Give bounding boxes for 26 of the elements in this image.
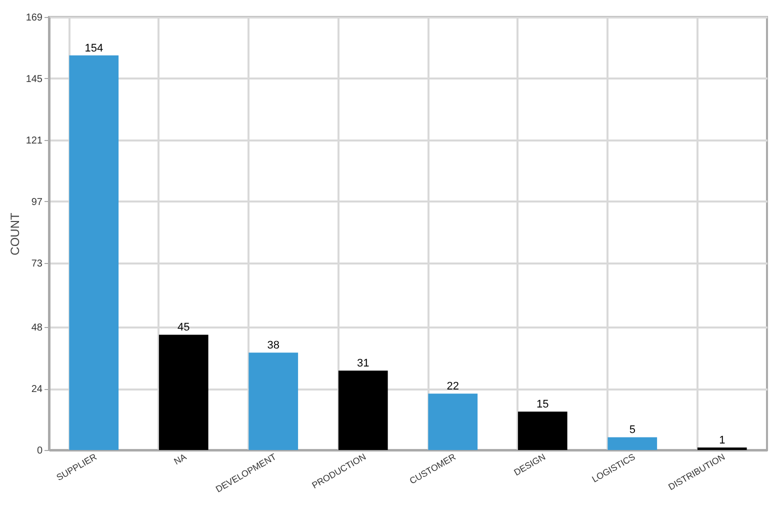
- y-tick-label: 73: [31, 258, 43, 270]
- y-tick-label: 48: [31, 322, 43, 334]
- data-label: 1: [719, 434, 726, 446]
- data-label: 31: [357, 358, 370, 370]
- y-tick-label: 24: [31, 384, 43, 396]
- data-label: 15: [536, 398, 549, 411]
- data-label: 22: [446, 380, 459, 393]
- bar: [697, 447, 747, 450]
- bar: [608, 437, 658, 450]
- x-tick-label: NA: [172, 452, 188, 467]
- bar: [69, 55, 119, 450]
- data-label: 38: [267, 340, 280, 352]
- bar: [248, 352, 298, 450]
- y-tick-label: 169: [26, 12, 43, 24]
- data-label: 154: [84, 42, 104, 54]
- y-tick-label: 0: [36, 446, 43, 456]
- bar: [158, 334, 208, 450]
- bar: [518, 412, 568, 450]
- bar: [338, 370, 388, 450]
- data-label: 45: [178, 322, 190, 334]
- y-tick-label: 121: [26, 135, 43, 146]
- y-axis-title: COUNT: [8, 212, 22, 256]
- y-tick-label: 145: [26, 74, 43, 85]
- y-tick-label: 97: [31, 196, 43, 208]
- data-label: 5: [629, 424, 636, 436]
- bar: [428, 394, 478, 450]
